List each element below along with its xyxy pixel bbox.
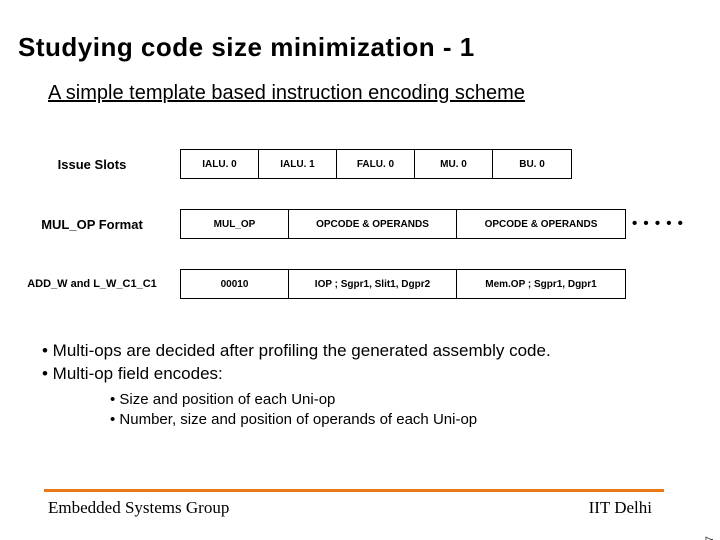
row-mulop-format: MUL_OP Format MUL_OP OPCODE & OPERANDS O…: [10, 208, 710, 240]
cell: IOP ; Sgpr1, Slit1, Dgpr2: [289, 270, 457, 298]
row-boxes: 00010 IOP ; Sgpr1, Slit1, Dgpr2 Mem.OP ;…: [180, 269, 626, 299]
cell: IALU. 1: [259, 150, 337, 178]
bullet-item: • Number, size and position of operands …: [110, 410, 477, 430]
slide-subtitle: A simple template based instruction enco…: [48, 82, 525, 105]
row-label: ADD_W and L_W_C1_C1: [10, 278, 180, 290]
cell: OPCODE & OPERANDS: [289, 210, 457, 238]
ellipsis-dots: • • • • •: [632, 210, 684, 238]
slide-title: Studying code size minimization - 1: [18, 32, 475, 63]
cell: 00010: [181, 270, 289, 298]
footer-right: IIT Delhi: [589, 498, 652, 518]
row-boxes: IALU. 0 IALU. 1 FALU. 0 MU. 0 BU. 0: [180, 149, 572, 179]
main-bullets: • Multi-ops are decided after profiling …: [42, 340, 551, 386]
cell: FALU. 0: [337, 150, 415, 178]
cell: IALU. 0: [181, 150, 259, 178]
sub-bullets: • Size and position of each Uni-op • Num…: [110, 390, 477, 431]
footer-left: Embedded Systems Group: [48, 498, 229, 518]
row-addw: ADD_W and L_W_C1_C1 00010 IOP ; Sgpr1, S…: [10, 268, 710, 300]
slide: Studying code size minimization - 1 A si…: [0, 0, 720, 540]
cell: OPCODE & OPERANDS: [457, 210, 625, 238]
row-issue-slots: Issue Slots IALU. 0 IALU. 1 FALU. 0 MU. …: [10, 148, 710, 180]
bullet-item: • Size and position of each Uni-op: [110, 390, 477, 410]
cell: Mem.OP ; Sgpr1, Dgpr1: [457, 270, 625, 298]
encoding-rows: Issue Slots IALU. 0 IALU. 1 FALU. 0 MU. …: [10, 148, 710, 328]
bullet-item: • Multi-ops are decided after profiling …: [42, 340, 551, 363]
cell: MU. 0: [415, 150, 493, 178]
cell: MUL_OP: [181, 210, 289, 238]
bullet-item: • Multi-op field encodes:: [42, 363, 551, 386]
row-label: MUL_OP Format: [10, 217, 180, 232]
row-label: Issue Slots: [10, 157, 180, 172]
footer-rule: [44, 489, 664, 492]
slide-number: Slide 17: [704, 536, 716, 540]
row-boxes: MUL_OP OPCODE & OPERANDS OPCODE & OPERAN…: [180, 209, 626, 239]
cell: BU. 0: [493, 150, 571, 178]
